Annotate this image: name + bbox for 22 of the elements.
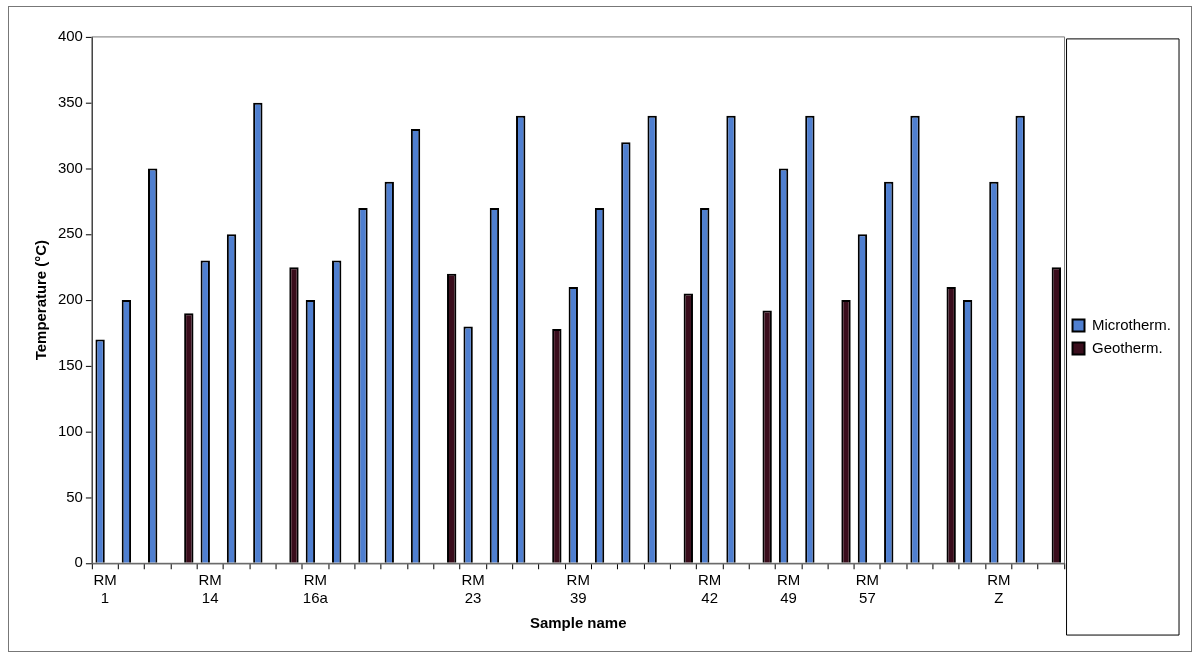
y-tick-label: 350 (57, 92, 83, 110)
x-tick-label: RM Z (987, 571, 1011, 607)
legend-label: Microtherm. (1091, 315, 1171, 333)
y-tick-label: 400 (57, 27, 83, 45)
x-tick-label: RM 42 (698, 571, 722, 607)
y-tick-label: 0 (74, 553, 83, 571)
x-axis-title: Sample name (529, 614, 627, 632)
y-tick-label: 250 (57, 224, 83, 242)
x-tick-label: RM 1 (93, 571, 117, 607)
y-tick-label: 300 (57, 158, 83, 176)
x-tick-label: RM 16a (302, 571, 329, 607)
y-tick-label: 150 (57, 356, 83, 374)
y-tick-label: 200 (57, 290, 83, 308)
y-tick-label: 50 (66, 487, 83, 505)
x-tick-label: RM 14 (198, 571, 222, 607)
y-tick-label: 100 (57, 421, 83, 439)
x-tick-label: RM 39 (566, 571, 590, 607)
x-tick-label: RM 57 (855, 571, 880, 607)
y-axis-title: Temperature (°C) (32, 239, 50, 361)
legend-label: Geotherm. (1091, 338, 1163, 356)
x-tick-label: RM 49 (776, 571, 801, 607)
x-tick-label: RM 23 (461, 571, 485, 607)
